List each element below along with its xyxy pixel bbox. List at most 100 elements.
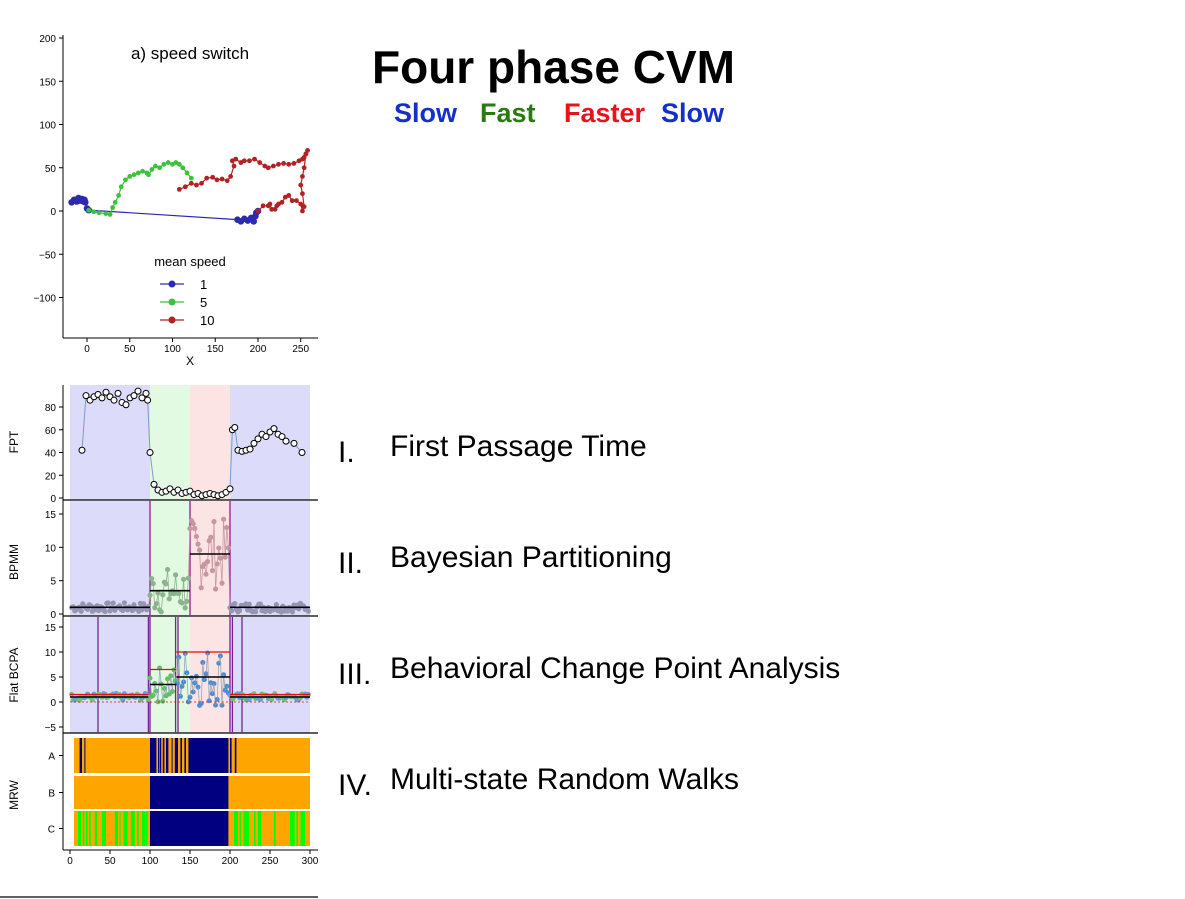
data-point	[257, 160, 263, 165]
data-point	[149, 167, 155, 172]
data-point	[233, 156, 239, 162]
data-point	[185, 575, 191, 581]
data-point	[157, 165, 163, 171]
method-label: Multi-state Random Walks	[390, 763, 739, 796]
data-point	[118, 184, 124, 190]
state-band	[230, 738, 232, 773]
y-axis-label: FPT	[7, 430, 21, 453]
bcpa-line	[213, 683, 216, 706]
data-point	[146, 172, 151, 178]
bcpa-line	[170, 675, 173, 692]
data-point	[298, 449, 306, 456]
method-number: II.	[338, 547, 364, 580]
method-item-mrw: IV. Multi-state Random Walks	[338, 763, 739, 802]
series-line-5	[88, 161, 192, 216]
method-number: III.	[338, 658, 372, 691]
data-point	[187, 525, 193, 532]
bpmm-line	[215, 563, 218, 589]
bpmm-line	[199, 550, 202, 588]
method-label: Behavioral Change Point Analysis	[390, 652, 841, 685]
data-point	[114, 389, 122, 397]
data-point	[301, 204, 307, 210]
state-band	[84, 738, 86, 773]
phase-background	[230, 617, 310, 733]
data-point	[176, 186, 182, 192]
data-point	[204, 175, 210, 181]
bpmm-line	[149, 578, 152, 596]
state-band	[137, 811, 139, 846]
state-band	[234, 811, 238, 846]
bpmm-line	[186, 578, 189, 602]
phase-background	[150, 385, 190, 500]
bpmm-line	[212, 521, 215, 571]
state-band	[119, 811, 121, 846]
state-band	[184, 738, 186, 773]
data-point	[182, 184, 188, 190]
data-point	[98, 394, 106, 402]
bpmm-line	[221, 519, 224, 584]
state-band	[162, 738, 165, 773]
data-point	[78, 446, 86, 454]
data-point	[161, 161, 167, 167]
data-point	[214, 561, 220, 567]
y-axis-label: BPMM	[7, 544, 21, 580]
state-band	[239, 811, 242, 846]
row-label: B	[48, 789, 55, 800]
data-point	[210, 174, 216, 180]
y-axis-label: MRW	[7, 779, 21, 809]
bpmm-line	[226, 527, 229, 548]
y-tick-label: 150	[39, 77, 56, 88]
data-point	[184, 598, 190, 604]
x-tick-label: 0	[84, 344, 90, 355]
data-point	[254, 435, 262, 443]
phase-background	[70, 385, 150, 500]
bpmm-line	[200, 566, 204, 588]
bcpa-line	[208, 682, 212, 701]
state-band	[82, 811, 85, 846]
data-point	[123, 177, 128, 183]
data-point	[253, 609, 259, 615]
state-band	[258, 811, 262, 846]
data-point	[166, 596, 172, 602]
series-line-10	[179, 150, 309, 213]
data-point	[289, 609, 295, 615]
state-band	[159, 738, 162, 773]
y-tick-label: 0	[50, 207, 56, 218]
data-point	[237, 607, 243, 614]
phase-label-faster: Faster	[564, 98, 646, 128]
data-point	[127, 174, 133, 179]
data-point	[158, 609, 164, 615]
data-point	[213, 586, 219, 592]
x-tick-label: 50	[124, 344, 136, 355]
data-point	[78, 608, 84, 614]
data-point	[265, 203, 271, 209]
state-band	[234, 738, 237, 773]
bpmm-line	[188, 528, 191, 579]
data-point	[219, 176, 225, 182]
method-number: I.	[338, 436, 355, 469]
data-point	[250, 218, 258, 225]
data-point	[276, 161, 281, 167]
state-band	[123, 811, 128, 846]
data-point	[286, 161, 292, 167]
bpmm-line	[224, 527, 228, 558]
phase-background	[230, 501, 310, 616]
y-tick-label: 80	[45, 403, 57, 414]
bcpa-line	[200, 662, 204, 704]
data-point	[250, 439, 258, 447]
x-tick-label: 150	[207, 344, 224, 355]
phase-background	[230, 385, 310, 500]
y-tick-label: 5	[50, 577, 56, 588]
data-point	[110, 396, 118, 404]
data-point	[144, 396, 152, 404]
data-point	[188, 175, 194, 181]
bpmm-line	[207, 540, 210, 562]
data-point	[291, 161, 297, 166]
bpmm-line	[157, 592, 160, 610]
data-point	[152, 605, 158, 611]
state-band	[146, 811, 148, 846]
state-band	[174, 738, 178, 773]
state-band	[243, 811, 250, 846]
legend-label: 10	[200, 313, 214, 328]
state-band	[130, 811, 135, 846]
